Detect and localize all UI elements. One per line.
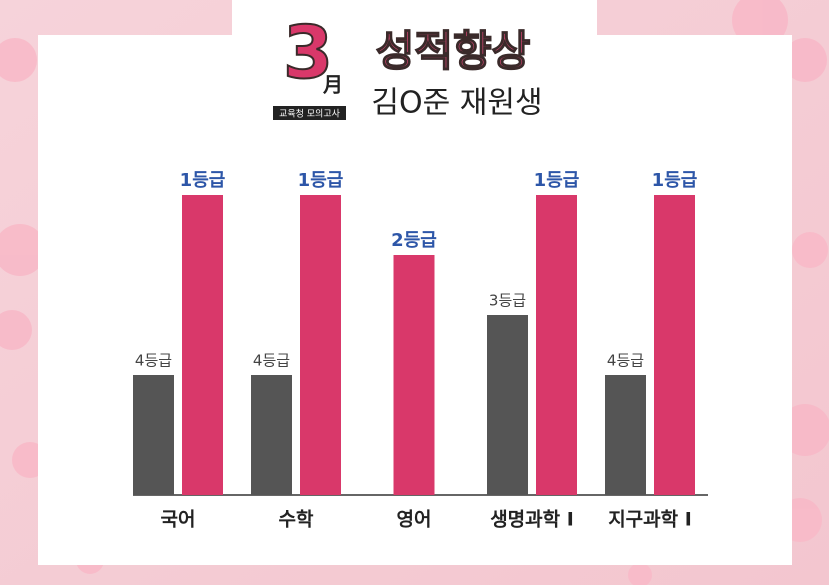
bar <box>133 375 174 495</box>
badge <box>273 106 346 120</box>
x-tick-label: 국어 <box>161 509 196 531</box>
bar <box>654 195 695 495</box>
value-label: 1등급 <box>534 170 580 191</box>
bar <box>182 195 223 495</box>
x-tick-label: 지구과학 Ⅰ <box>608 509 692 531</box>
bar <box>393 255 435 495</box>
bar <box>536 195 577 495</box>
x-tick-label: 영어 <box>397 509 432 531</box>
month-number: 3 <box>283 11 333 95</box>
value-label: 2등급 <box>391 230 437 251</box>
value-label: 1등급 <box>298 170 344 191</box>
x-tick-label: 수학 <box>279 509 314 531</box>
value-label: 1등급 <box>180 170 226 191</box>
x-tick-label: 생명과학 Ⅰ <box>490 509 574 531</box>
value-label: 3등급 <box>489 292 526 310</box>
value-label: 1등급 <box>652 170 698 191</box>
chart-title: 성적향상 <box>376 27 531 76</box>
badge-text: 교육청 모의고사 <box>279 109 341 120</box>
panel-top <box>232 0 597 40</box>
bar <box>605 375 646 495</box>
bar <box>487 315 528 495</box>
bar <box>300 195 341 495</box>
month-char: 月 <box>322 73 343 97</box>
bar <box>251 375 292 495</box>
value-label: 4등급 <box>607 352 644 370</box>
value-label: 4등급 <box>253 352 290 370</box>
chart-subtitle: 김O준 재원생 <box>371 86 542 121</box>
value-label: 4등급 <box>135 352 172 370</box>
